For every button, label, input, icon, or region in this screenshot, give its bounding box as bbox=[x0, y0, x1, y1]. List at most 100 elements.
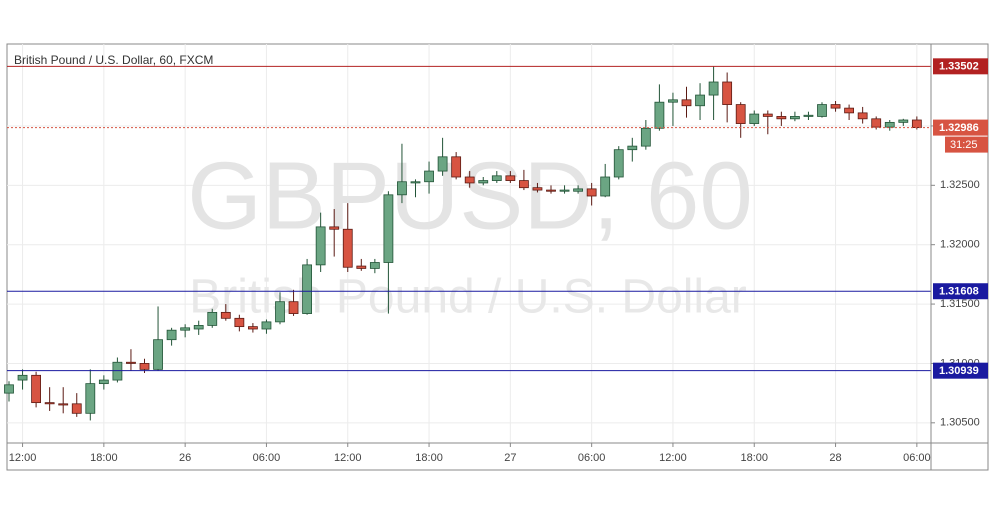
candle-body bbox=[884, 121, 895, 128]
candle-body bbox=[126, 361, 136, 364]
candle-body bbox=[437, 156, 448, 172]
candle-body bbox=[180, 327, 191, 331]
candle-body bbox=[722, 81, 733, 105]
candle-body bbox=[600, 176, 611, 197]
candle-body bbox=[329, 226, 340, 230]
x-tick-label: 27 bbox=[504, 452, 516, 464]
candle-body bbox=[369, 262, 380, 269]
price-level-label: 1.32986 bbox=[939, 122, 979, 134]
candle-body bbox=[234, 317, 245, 328]
x-tick-label: 06:00 bbox=[578, 452, 606, 464]
candle-body bbox=[139, 363, 150, 370]
x-tick-label: 26 bbox=[179, 452, 191, 464]
candle-body bbox=[519, 180, 529, 189]
candle-body bbox=[315, 226, 326, 266]
candle-body bbox=[532, 187, 543, 191]
candle-body bbox=[776, 116, 787, 120]
price-level-tag bbox=[933, 283, 988, 300]
candle-body bbox=[546, 189, 556, 192]
candle-body bbox=[275, 301, 285, 323]
watermark-subtitle: British Pound / U.S. Dollar bbox=[189, 271, 747, 324]
y-tick-label: 1.30500 bbox=[940, 417, 980, 429]
candle-body bbox=[762, 113, 773, 117]
y-tick-label: 1.31500 bbox=[940, 298, 980, 310]
candle-body bbox=[898, 119, 909, 123]
candle-body bbox=[871, 118, 882, 128]
x-tick-label: 18:00 bbox=[740, 452, 768, 464]
candle-body bbox=[193, 325, 204, 330]
candle-body bbox=[98, 379, 109, 385]
candle-body bbox=[559, 189, 570, 192]
candle-body bbox=[654, 101, 665, 129]
x-tick-label: 28 bbox=[829, 452, 841, 464]
x-tick-label: 18:00 bbox=[415, 452, 443, 464]
candle-body bbox=[668, 99, 678, 103]
candle-body bbox=[695, 94, 705, 107]
price-level-tag bbox=[933, 119, 988, 136]
candle-body bbox=[85, 383, 96, 414]
candle-body bbox=[153, 339, 163, 370]
x-tick-label: 06:00 bbox=[253, 452, 281, 464]
candle-body bbox=[71, 403, 82, 414]
plot bbox=[4, 65, 931, 421]
price-level-tag bbox=[933, 58, 988, 75]
candle-body bbox=[640, 127, 651, 147]
candle-body bbox=[220, 311, 231, 319]
candle-body bbox=[424, 170, 434, 183]
candle-body bbox=[586, 188, 597, 197]
candle-body bbox=[288, 301, 299, 314]
candle-body bbox=[857, 112, 868, 120]
x-tick-label: 12:00 bbox=[9, 452, 37, 464]
watermark: GBPUSD, 60 bbox=[187, 142, 753, 249]
frame bbox=[6, 43, 989, 471]
countdown-tag bbox=[945, 136, 988, 153]
y-tick-label: 1.32500 bbox=[940, 179, 980, 191]
chart-title: British Pound / U.S. Dollar, 60, FXCM bbox=[14, 53, 213, 67]
price-level-label: 1.33502 bbox=[939, 61, 979, 73]
candle-body bbox=[844, 107, 854, 114]
candle-body bbox=[451, 156, 462, 178]
candle-body bbox=[464, 176, 475, 184]
candle-body bbox=[735, 104, 746, 124]
axes: 1.305001.310001.315001.320001.325001.330… bbox=[9, 58, 988, 464]
candle-body bbox=[302, 264, 313, 314]
candle-body bbox=[397, 181, 407, 196]
candle-body bbox=[4, 384, 14, 394]
candle-body bbox=[491, 175, 502, 181]
candle-body bbox=[817, 104, 827, 117]
price-level-label: 1.30939 bbox=[939, 365, 979, 377]
candle-body bbox=[681, 99, 692, 107]
candle-body bbox=[749, 113, 760, 124]
candle-body bbox=[410, 181, 421, 184]
candle-body bbox=[342, 228, 353, 268]
candle-body bbox=[261, 321, 272, 330]
price-level-label: 1.31608 bbox=[939, 286, 979, 298]
candle-body bbox=[207, 311, 218, 326]
candle-body bbox=[31, 374, 42, 404]
candle-body bbox=[247, 326, 258, 330]
countdown: 31:25 bbox=[950, 139, 978, 151]
candle-body bbox=[803, 114, 814, 117]
candle-body bbox=[166, 329, 177, 341]
grid bbox=[7, 44, 931, 443]
candle-body bbox=[627, 145, 638, 151]
candle-body bbox=[17, 374, 28, 381]
x-tick-label: 06:00 bbox=[903, 452, 931, 464]
candle-body bbox=[478, 180, 489, 184]
candle-body bbox=[383, 194, 394, 263]
candle-body bbox=[830, 104, 841, 109]
price-level-tag bbox=[933, 362, 988, 379]
candle-body bbox=[505, 175, 516, 181]
candle-body bbox=[790, 116, 800, 120]
x-tick-label: 12:00 bbox=[659, 452, 687, 464]
x-tick-label: 12:00 bbox=[334, 452, 362, 464]
candle-body bbox=[44, 402, 55, 405]
candle-body bbox=[708, 81, 719, 96]
candle-body bbox=[911, 119, 922, 128]
y-tick-label: 1.32000 bbox=[940, 239, 980, 251]
candle-body bbox=[573, 188, 583, 192]
candle-body bbox=[613, 149, 624, 178]
x-tick-label: 18:00 bbox=[90, 452, 118, 464]
candle-body bbox=[58, 403, 69, 406]
